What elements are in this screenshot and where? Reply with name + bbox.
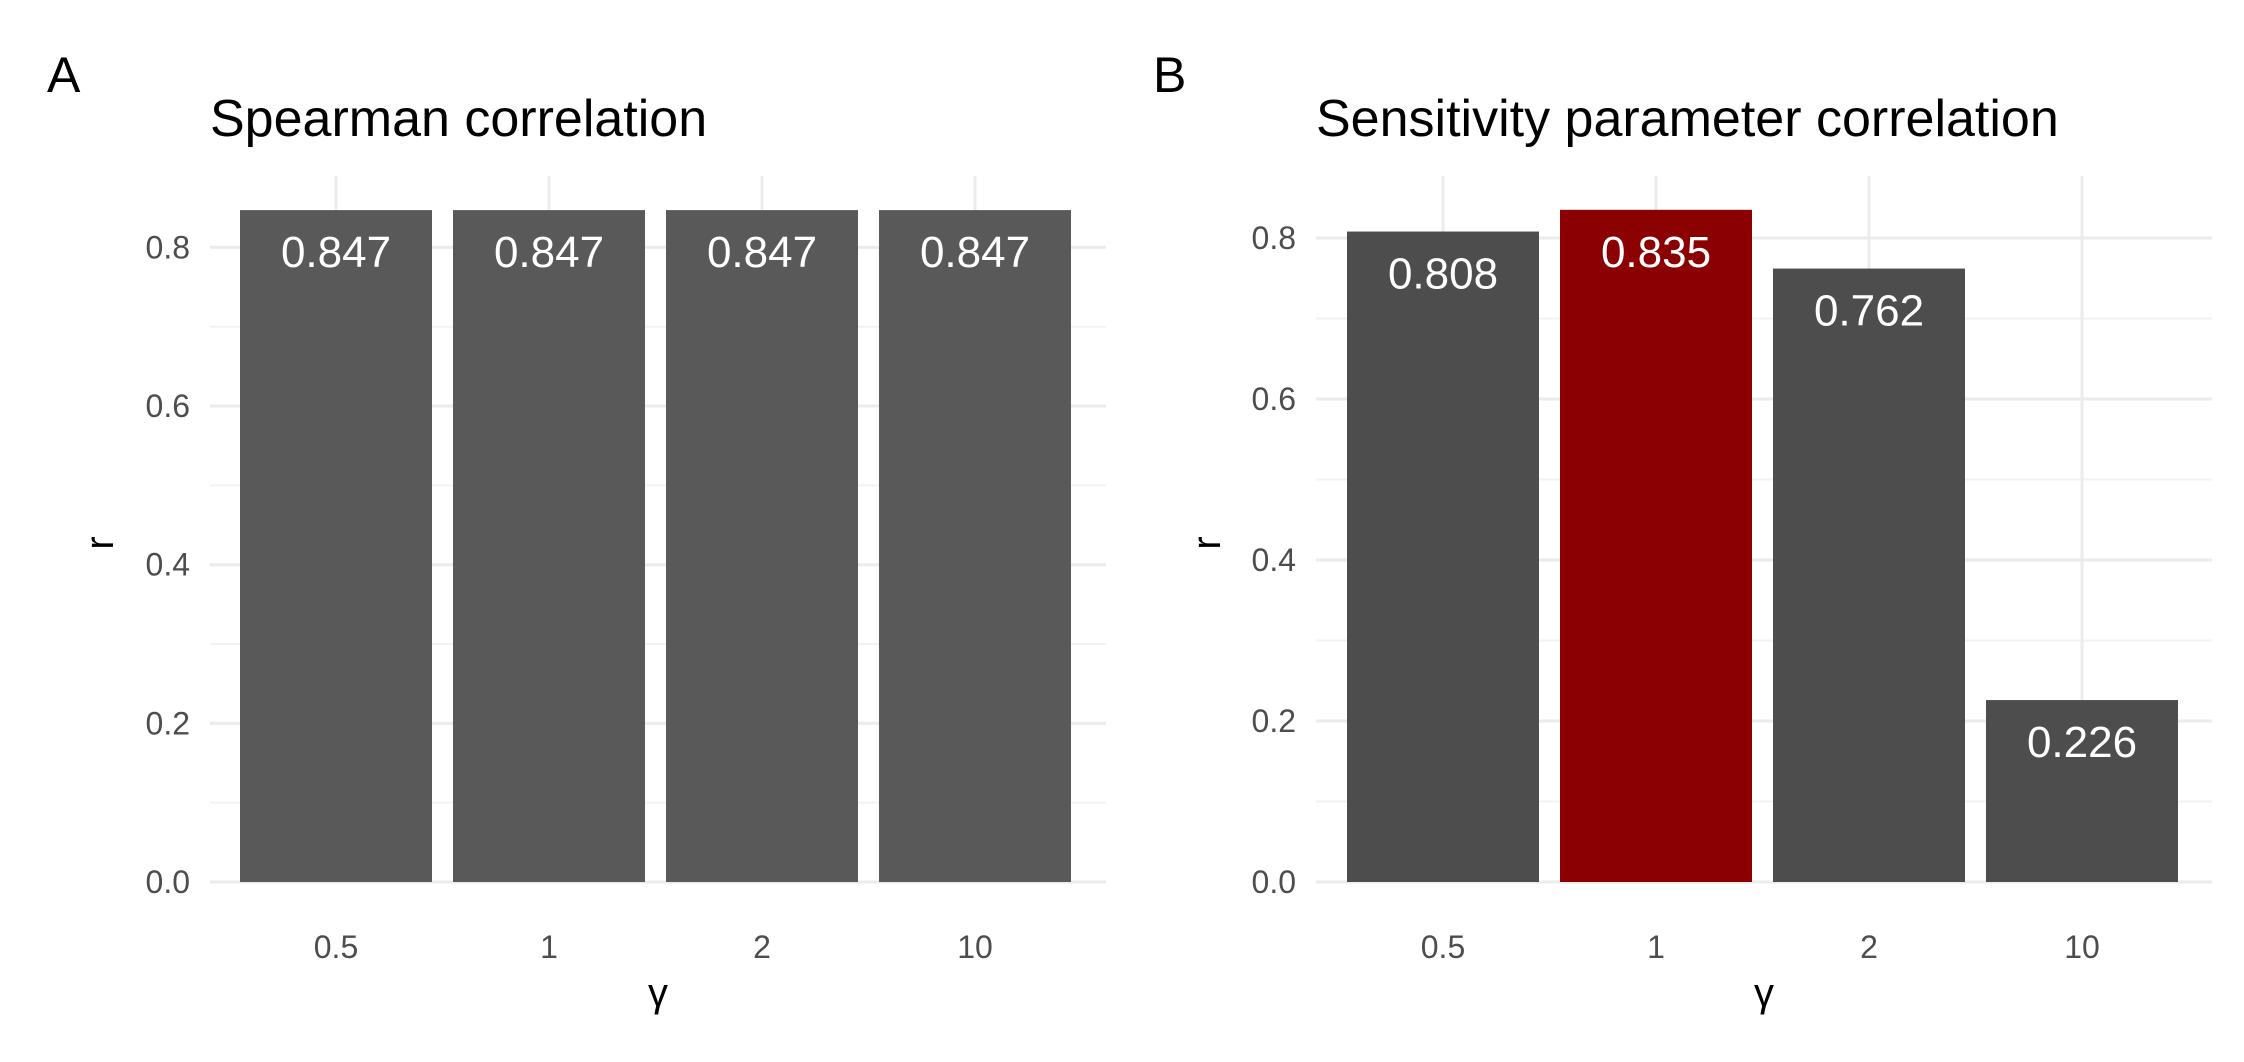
y-tick-label: 0.6 — [1252, 381, 1296, 417]
y-tick-label: 0.2 — [146, 705, 190, 741]
x-tick-label: 0.5 — [1421, 929, 1465, 965]
x-tick-label: 10 — [2064, 929, 2100, 965]
panel-a: A Spearman correlation 0.847 0.847 0.847 0.… — [47, 47, 1106, 1015]
bar-value-label: 0.808 — [1388, 250, 1498, 299]
panel-b: B Sensitivity parameter correlation 0.80… — [1153, 47, 2212, 1015]
x-axis-title: γ — [648, 971, 668, 1015]
x-axis-title: γ — [1754, 971, 1774, 1015]
x-tick-label: 1 — [1647, 929, 1665, 965]
bar-value-label: 0.847 — [494, 228, 604, 277]
y-tick-label: 0.2 — [1252, 703, 1296, 739]
bar — [1773, 268, 1965, 882]
bar — [1560, 209, 1752, 882]
bar-value-label: 0.835 — [1601, 228, 1711, 277]
bar-value-label: 0.226 — [2027, 718, 2137, 767]
x-tick-label: 2 — [1860, 929, 1878, 965]
y-tick-label: 0.4 — [1252, 542, 1296, 578]
panel-title: Spearman correlation — [210, 90, 707, 148]
bars: 0.808 0.835 0.762 0.226 — [1347, 209, 2178, 883]
bar — [453, 210, 645, 882]
bar — [666, 210, 858, 882]
y-axis-title: r — [1185, 536, 1229, 549]
panel-letter: B — [1153, 47, 1186, 103]
x-tick-label: 1 — [540, 929, 558, 965]
bar-value-label: 0.847 — [707, 228, 817, 277]
bar-value-label: 0.847 — [281, 228, 391, 277]
panel-title: Sensitivity parameter correlation — [1316, 90, 2059, 148]
x-tick-label: 10 — [957, 929, 993, 965]
bar-value-label: 0.762 — [1814, 287, 1924, 336]
y-tick-label: 0.4 — [146, 547, 190, 583]
bar — [1986, 700, 2178, 882]
tick-labels: 0.0 0.2 0.4 0.6 0.8 0.5 1 2 10 — [146, 229, 993, 965]
bar — [240, 210, 432, 882]
x-tick-label: 2 — [753, 929, 771, 965]
bar — [1347, 231, 1539, 883]
y-tick-label: 0.0 — [146, 864, 190, 900]
y-axis-title: r — [78, 536, 122, 549]
y-tick-label: 0.8 — [146, 229, 190, 265]
bar — [879, 210, 1071, 882]
bar-value-label: 0.847 — [920, 228, 1030, 277]
y-tick-label: 0.0 — [1252, 864, 1296, 900]
y-tick-label: 0.6 — [146, 388, 190, 424]
tick-labels: 0.0 0.2 0.4 0.6 0.8 0.5 1 2 10 — [1252, 220, 2100, 965]
y-tick-label: 0.8 — [1252, 220, 1296, 256]
panel-letter: A — [47, 47, 81, 103]
bars: 0.847 0.847 0.847 0.847 — [240, 210, 1071, 882]
x-tick-label: 0.5 — [314, 929, 358, 965]
